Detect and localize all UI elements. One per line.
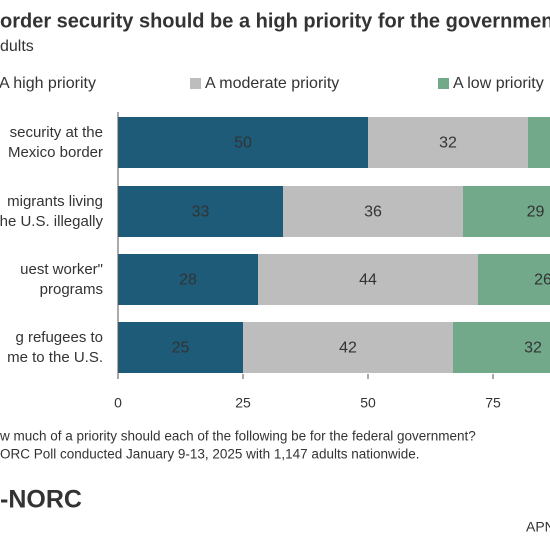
value-label: 25 (172, 340, 190, 357)
chart-subtitle: dults (0, 38, 34, 55)
x-tick-label: 50 (360, 395, 376, 411)
category-label: he U.S. illegally (0, 213, 103, 230)
bar-segment (478, 254, 550, 305)
category-label: migrants living (7, 193, 103, 210)
bar-segment (463, 186, 550, 237)
bar-segment (283, 186, 463, 237)
legend-swatch (190, 78, 201, 89)
category-label: Mexico border (8, 144, 103, 161)
value-label: 33 (192, 204, 210, 221)
bar-segment (118, 117, 368, 168)
bar-segment (528, 117, 550, 168)
bar-segment (118, 254, 258, 305)
category-label: security at the (10, 124, 103, 141)
legend-label: A moderate priority (205, 75, 339, 92)
x-tick-label: 25 (235, 395, 251, 411)
category-label: g refugees to (15, 329, 103, 346)
legend-label: A high priority (0, 75, 96, 92)
bar-segment (368, 117, 528, 168)
value-label: 50 (234, 135, 252, 152)
value-label: 28 (179, 272, 197, 289)
bar-segment (453, 322, 550, 373)
value-label: 32 (524, 340, 542, 357)
bar-segment (118, 322, 243, 373)
value-label: 26 (534, 272, 550, 289)
value-label: 36 (364, 204, 382, 221)
value-label: 29 (527, 204, 545, 221)
chart-title: order security should be a high priority… (0, 10, 550, 32)
note: ORC Poll conducted January 9-13, 2025 wi… (0, 447, 420, 462)
legend-label: A low priority (453, 75, 544, 92)
value-label: 44 (359, 272, 377, 289)
bar-segment (258, 254, 478, 305)
value-label: 32 (439, 135, 457, 152)
value-label: 42 (339, 340, 357, 357)
legend-swatch (438, 78, 449, 89)
note: w much of a priority should each of the … (0, 429, 476, 444)
logo: -NORC (0, 486, 82, 514)
category-label: uest worker" (20, 261, 103, 278)
category-label: programs (40, 281, 103, 298)
category-label: me to the U.S. (7, 349, 103, 366)
bar-segment (118, 186, 283, 237)
credit: APN (526, 519, 550, 535)
bar-segment (243, 322, 453, 373)
x-tick-label: 0 (114, 395, 122, 411)
x-tick-label: 75 (485, 395, 501, 411)
